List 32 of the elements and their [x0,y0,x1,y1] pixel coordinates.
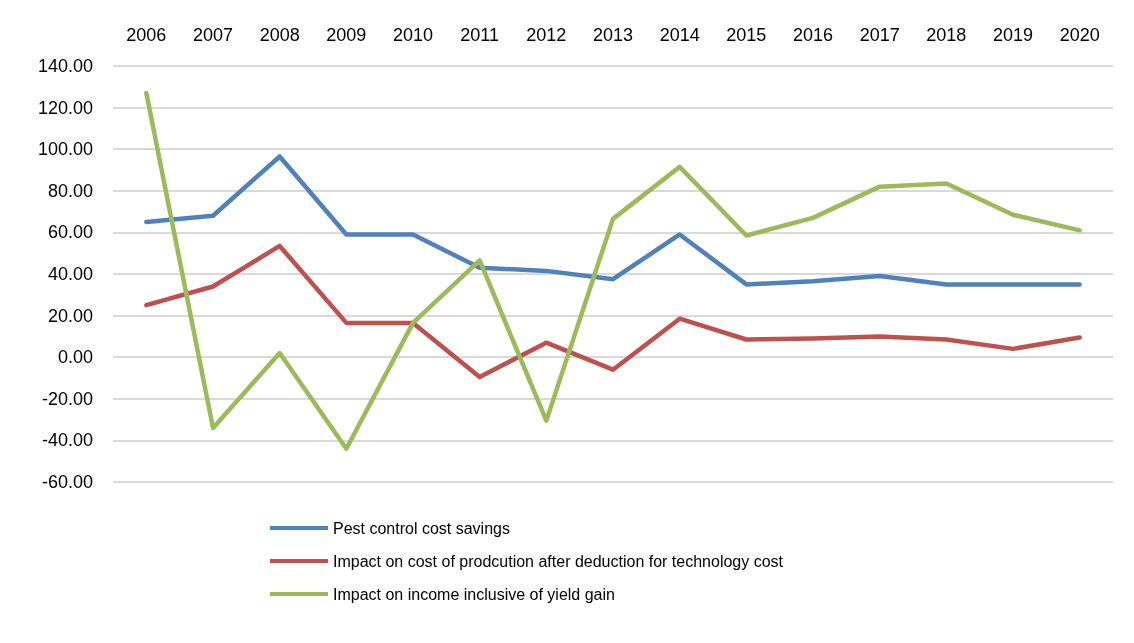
y-tick-label: 140.00 [37,56,93,76]
legend-label: Impact on cost of prodcution after deduction for technology cost [333,552,784,570]
y-tick-label: 20.00 [47,305,93,326]
x-tick-label: 2009 [326,25,367,45]
line-series [144,154,1082,287]
x-tick-label: 2015 [726,25,767,45]
x-tick-label: 2012 [526,25,567,45]
y-tick-label: 0.00 [57,347,93,368]
x-tick-label: 2010 [392,25,434,45]
x-tick-label: 2020 [1059,25,1100,45]
x-tick-label: 2019 [992,25,1034,45]
x-tick-label: 2007 [192,25,234,45]
y-tick-label: 120.00 [37,97,93,118]
x-tick-label: 2008 [259,25,300,45]
line-series [144,90,1082,451]
y-tick-label: 60.00 [47,222,93,243]
y-tick-label: -20.00 [41,388,93,409]
y-tick-label: -60.00 [41,472,93,492]
x-tick-label: 2018 [926,25,967,45]
y-tick-label: 80.00 [47,180,93,201]
x-tick-label: 2011 [460,25,500,45]
x-tick-label: 2016 [792,25,834,45]
y-tick-label: 40.00 [47,264,93,284]
line-series [144,243,1082,380]
x-tick-label: 2014 [659,25,700,45]
x-tick-label: 2017 [859,25,900,45]
legend-label: Impact on income inclusive of yield gain [333,585,615,603]
y-tick-label: 100.00 [37,139,93,160]
x-tick-label: 2006 [126,25,167,45]
legend-label: Pest control cost savings [333,519,510,537]
y-tick-label: -40.00 [41,430,93,451]
x-tick-label: 2013 [592,25,634,45]
